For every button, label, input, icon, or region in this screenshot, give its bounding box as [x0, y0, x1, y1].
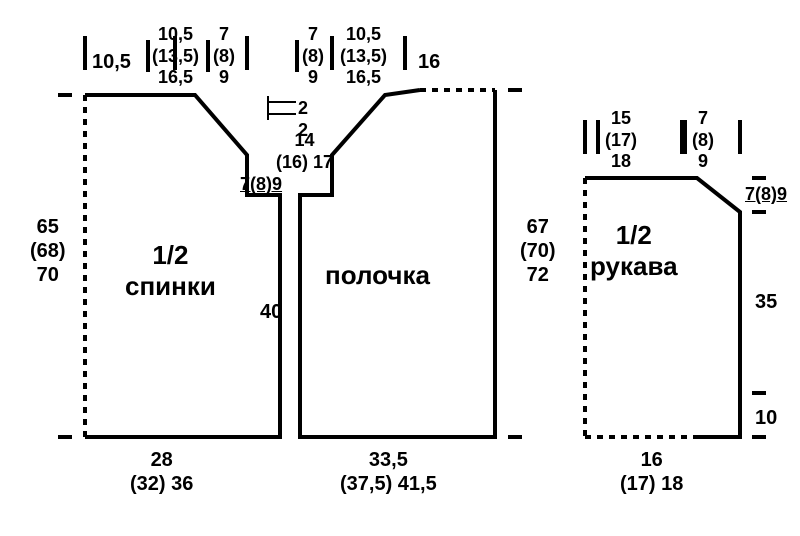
back-top-left-width: 10,5 [92, 50, 131, 74]
front-top-left: 7 (8) 9 [302, 24, 324, 89]
front-right-height: 67 (70) 72 [520, 215, 556, 287]
back-top-right: 7 (8) 9 [213, 24, 235, 89]
sleeve-cap-h: 7(8)9 [745, 184, 787, 206]
front-dec-label: 14 (16) 17 [276, 130, 333, 173]
sleeve-top-left: 15 (17) 18 [605, 108, 637, 173]
sleeve-mid-h: 35 [755, 290, 777, 314]
front-bottom-width: 33,5 (37,5) 41,5 [340, 448, 437, 496]
front-top-mid: 10,5 (13,5) 16,5 [340, 24, 387, 89]
back-underarm: 40 [260, 300, 282, 324]
front-top-right-width: 16 [418, 50, 440, 74]
sleeve-bottom-width: 16 (17) 18 [620, 448, 683, 496]
front-title: полочка [325, 260, 430, 291]
sleeve-title: 1/2 рукава [590, 220, 678, 282]
sleeve-top-right: 7 (8) 9 [692, 108, 714, 173]
back-armhole: 7(8)9 [240, 174, 282, 196]
back-title: 1/2 спинки [125, 240, 216, 302]
back-top-mid: 10,5 (13,5) 16,5 [152, 24, 199, 89]
back-left-height: 65 (68) 70 [30, 215, 66, 287]
back-bottom-width: 28 (32) 36 [130, 448, 193, 496]
sleeve-cuff-h: 10 [755, 406, 777, 430]
